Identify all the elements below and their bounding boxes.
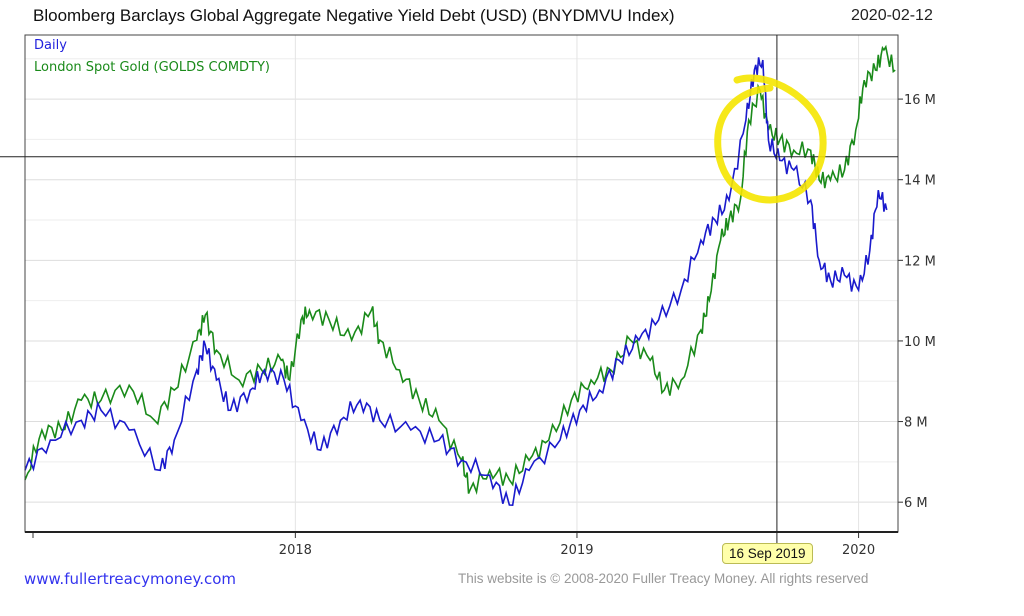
x-tick-label: 2020 — [842, 543, 875, 558]
x-tick-label: 2019 — [560, 543, 593, 558]
y-tick-label: 10 M — [904, 335, 936, 350]
series-gold-line — [24, 44, 896, 495]
legend-gold: London Spot Gold (GOLDS COMDTY) — [34, 60, 270, 75]
website-link[interactable]: www.fullertreacymoney.com — [24, 570, 237, 588]
highlight-circle-annotation — [714, 74, 827, 204]
y-tick-label: 14 M — [904, 174, 936, 189]
y-tick-label: 12 M — [904, 254, 936, 269]
plot-frame — [24, 34, 899, 533]
copyright-text: This website is © 2008-2020 Fuller Treac… — [458, 571, 869, 586]
y-tick-label: 8 M — [904, 416, 928, 431]
chart-date: 2020-02-12 — [851, 7, 933, 24]
y-tick-label: 16 M — [904, 93, 936, 108]
x-tick-label: 2018 — [279, 543, 312, 558]
y-tick-label: 6 M — [904, 496, 928, 511]
crosshair-date-tooltip: 16 Sep 2019 — [722, 543, 813, 564]
series-debt-line — [24, 57, 888, 507]
legend-daily: Daily — [34, 38, 67, 53]
chart-title: Bloomberg Barclays Global Aggregate Nega… — [33, 6, 675, 25]
